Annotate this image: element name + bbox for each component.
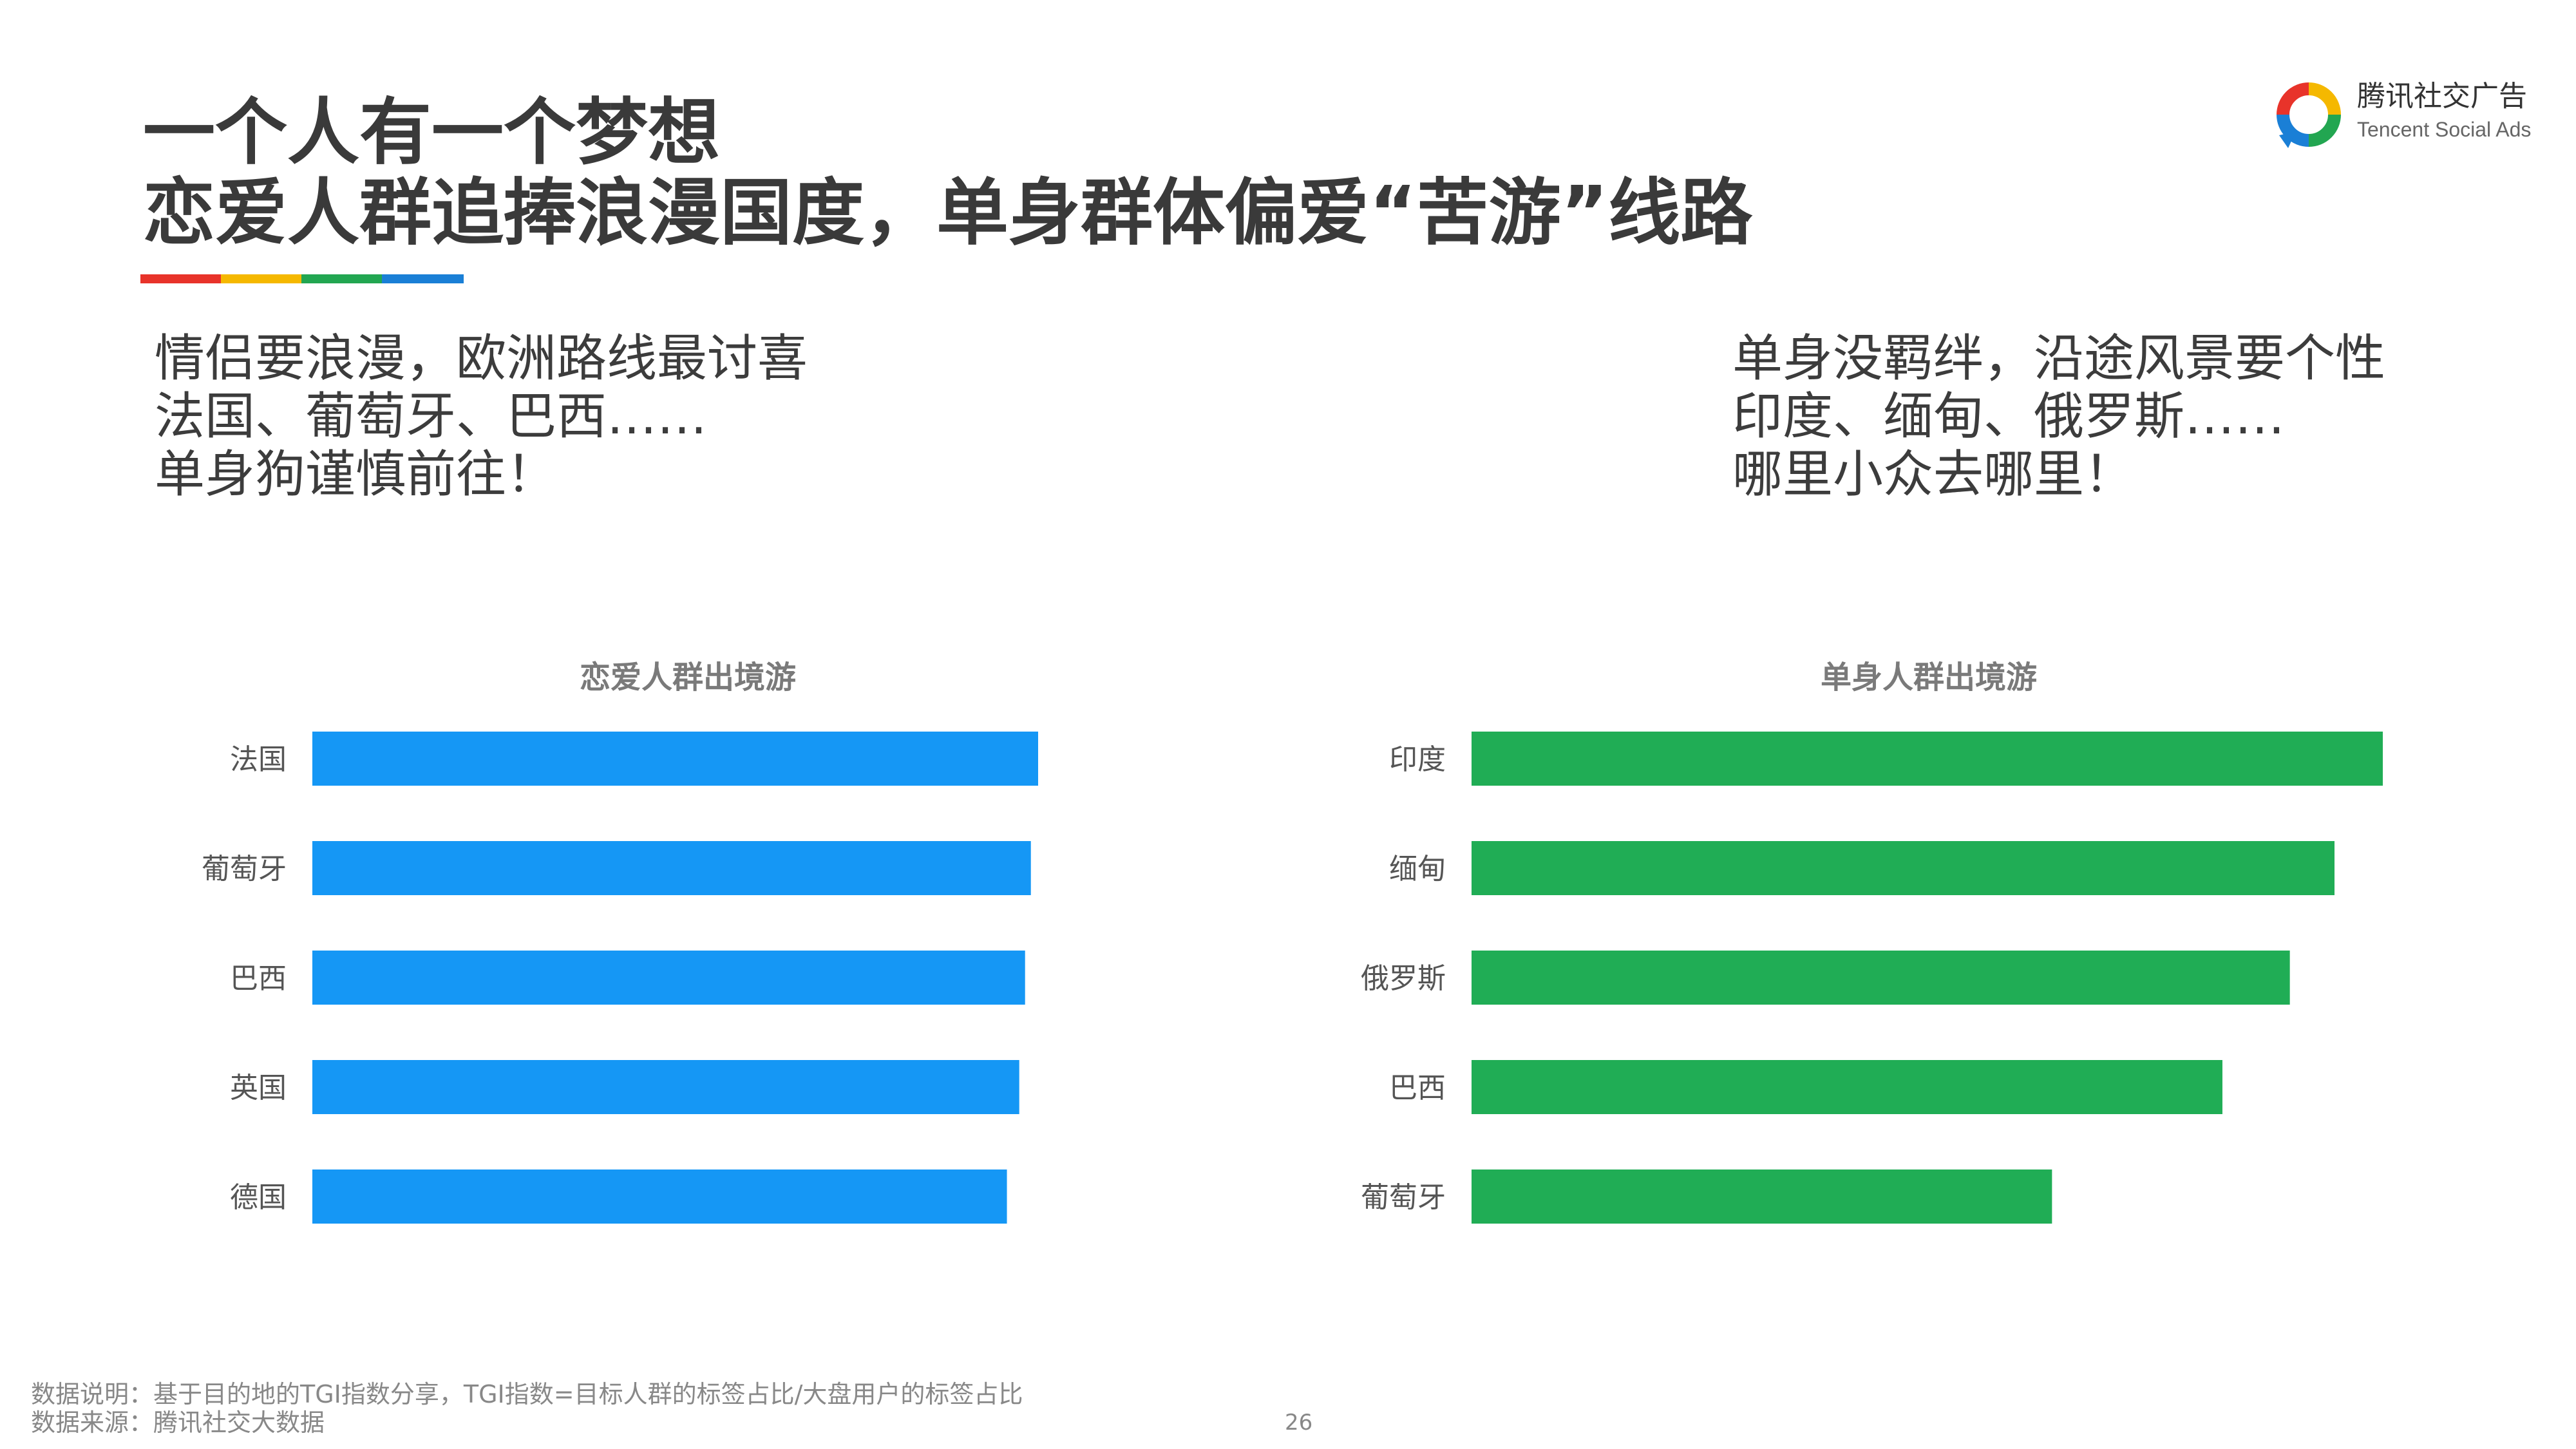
- chart-title: 单身人群出境游: [1821, 659, 2037, 696]
- accent-bar-green: [301, 274, 382, 283]
- category-label: 葡萄牙: [1361, 1181, 1446, 1214]
- category-label: 俄罗斯: [1361, 962, 1446, 995]
- logo-arc-red: [2277, 82, 2309, 115]
- logo-tail-blue: [2279, 131, 2296, 148]
- bar: [1472, 732, 2383, 786]
- right-note-line: 印度、缅甸、俄罗斯……: [1732, 388, 2286, 446]
- category-label: 葡萄牙: [202, 853, 287, 886]
- bar: [312, 1170, 1007, 1224]
- logo-arc-green: [2308, 114, 2341, 147]
- logo-text-cn: 腾讯社交广告: [2357, 80, 2527, 113]
- right-note: 单身没羁绊，沿途风景要个性 印度、缅甸、俄罗斯…… 哪里小众去哪里！: [1732, 330, 2385, 504]
- chart-title: 恋爱人群出境游: [580, 659, 796, 696]
- tencent-logo-icon: [2277, 82, 2341, 148]
- logo-text-en: Tencent Social Ads: [2357, 118, 2532, 141]
- logo-arc-yellow: [2308, 82, 2341, 115]
- category-label: 英国: [230, 1072, 287, 1104]
- footer-data-source: 数据来源：腾讯社交大数据: [31, 1408, 325, 1437]
- bar: [1472, 841, 2335, 895]
- left-note: 情侣要浪漫，欧洲路线最讨喜 法国、葡萄牙、巴西…… 单身狗谨慎前往！: [155, 330, 808, 504]
- accent-bar-red: [140, 274, 221, 283]
- category-label: 法国: [230, 743, 287, 776]
- bar: [312, 841, 1031, 895]
- bar: [1472, 951, 2290, 1005]
- page-title-line-2: 恋爱人群追捧浪漫国度，单身群体偏爱“苦游”线路: [143, 171, 1753, 255]
- bar: [1472, 1060, 2222, 1114]
- left-note-line: 法国、葡萄牙、巴西……: [155, 388, 708, 446]
- bar: [1472, 1170, 2052, 1224]
- left-note-line: 单身狗谨慎前往！: [155, 446, 557, 504]
- bar: [312, 1060, 1019, 1114]
- accent-bar-yellow: [221, 274, 301, 283]
- accent-bar-blue: [382, 274, 464, 283]
- footer-data-note: 数据说明：基于目的地的TGI指数分享，TGI指数=目标人群的标签占比/大盘用户的…: [31, 1380, 1023, 1408]
- category-label: 巴西: [230, 962, 287, 995]
- page-number: 26: [1285, 1410, 1313, 1435]
- category-label: 巴西: [1389, 1072, 1446, 1104]
- page-title-line-1: 一个人有一个梦想: [143, 91, 720, 175]
- category-label: 缅甸: [1389, 853, 1446, 886]
- right-note-line: 哪里小众去哪里！: [1732, 446, 2135, 504]
- bar: [312, 951, 1025, 1005]
- right-note-line: 单身没羁绊，沿途风景要个性: [1732, 330, 2386, 388]
- bar: [312, 732, 1038, 786]
- category-label: 印度: [1389, 743, 1446, 776]
- left-note-line: 情侣要浪漫，欧洲路线最讨喜: [155, 330, 808, 388]
- category-label: 德国: [230, 1181, 287, 1214]
